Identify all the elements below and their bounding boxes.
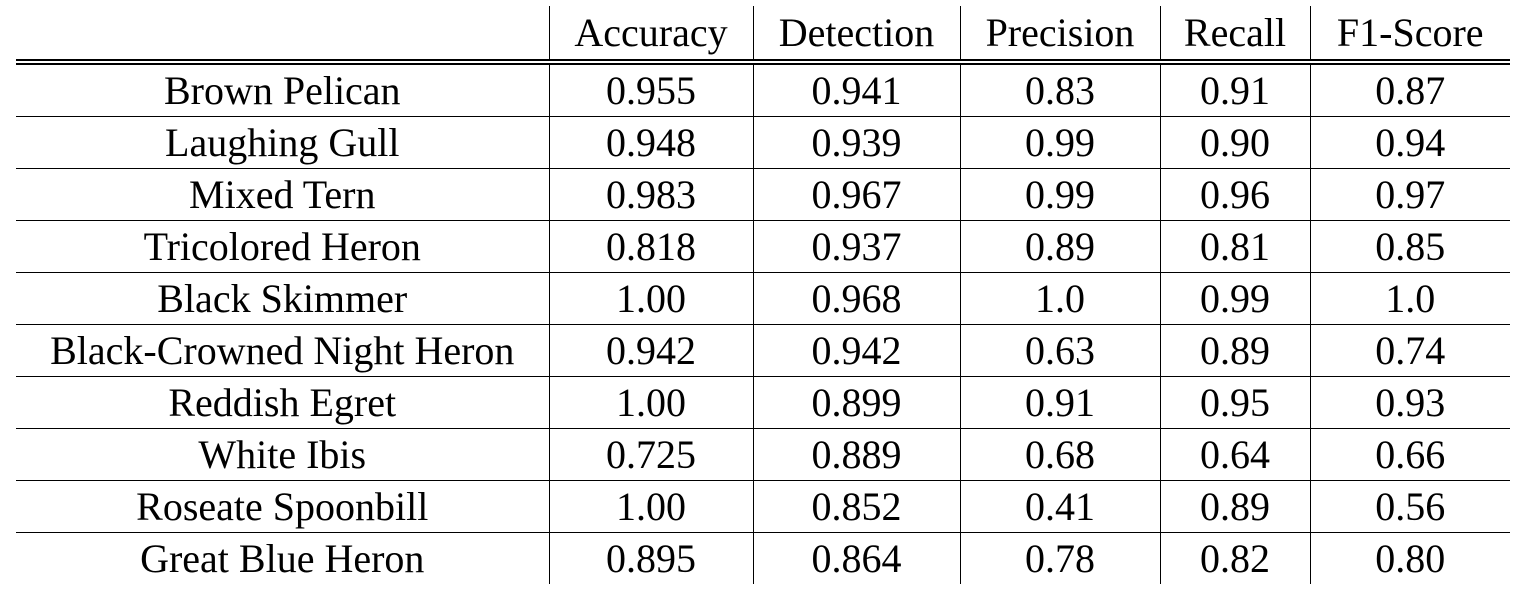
accuracy-cell: 0.983 [548, 168, 753, 221]
recall-cell: 0.99 [1159, 272, 1310, 325]
recall-cell: 0.81 [1159, 220, 1310, 273]
precision-cell: 0.99 [959, 116, 1160, 169]
f1-score-cell: 1.0 [1309, 272, 1510, 325]
detection-cell: 0.899 [752, 376, 960, 429]
table-row: Reddish Egret 1.00 0.899 0.91 0.95 0.93 [16, 376, 1510, 429]
header-cell-accuracy: Accuracy [548, 6, 753, 62]
f1-score-cell: 0.56 [1309, 480, 1510, 533]
accuracy-cell: 0.948 [548, 116, 753, 169]
detection-cell: 0.864 [752, 532, 960, 584]
species-name-cell: Reddish Egret [168, 380, 397, 425]
precision-cell: 0.83 [959, 62, 1160, 117]
f1-score-cell: 0.80 [1309, 532, 1510, 584]
recall-cell: 0.64 [1159, 428, 1310, 481]
accuracy-cell: 1.00 [548, 376, 753, 429]
table-row: Black-Crowned Night Heron 0.942 0.942 0.… [16, 324, 1510, 377]
accuracy-cell: 1.00 [548, 480, 753, 533]
table-row: Laughing Gull 0.948 0.939 0.99 0.90 0.94 [16, 116, 1510, 169]
detection-cell: 0.852 [752, 480, 960, 533]
table-row: Great Blue Heron 0.895 0.864 0.78 0.82 0… [16, 532, 1510, 584]
precision-cell: 0.91 [959, 376, 1160, 429]
table-row: Tricolored Heron 0.818 0.937 0.89 0.81 0… [16, 220, 1510, 273]
accuracy-cell: 0.942 [548, 324, 753, 377]
recall-cell: 0.90 [1159, 116, 1310, 169]
precision-cell: 0.63 [959, 324, 1160, 377]
species-name-cell: Laughing Gull [165, 120, 400, 165]
detection-cell: 0.889 [752, 428, 960, 481]
detection-cell: 0.968 [752, 272, 960, 325]
results-table: Accuracy Detection Precision Recall F1-S… [16, 6, 1510, 584]
species-name-cell: Mixed Tern [189, 172, 376, 217]
species-name-cell: Great Blue Heron [140, 536, 425, 581]
recall-cell: 0.91 [1159, 62, 1310, 117]
detection-cell: 0.967 [752, 168, 960, 221]
f1-score-cell: 0.97 [1309, 168, 1510, 221]
header-cell-detection: Detection [752, 6, 960, 62]
detection-cell: 0.942 [752, 324, 960, 377]
species-name-cell: White Ibis [198, 432, 367, 477]
recall-cell: 0.89 [1159, 324, 1310, 377]
f1-score-cell: 0.94 [1309, 116, 1510, 169]
accuracy-cell: 0.725 [548, 428, 753, 481]
detection-cell: 0.937 [752, 220, 960, 273]
detection-cell: 0.941 [752, 62, 960, 117]
recall-cell: 0.89 [1159, 480, 1310, 533]
precision-cell: 1.0 [959, 272, 1160, 325]
species-name-cell: Roseate Spoonbill [136, 484, 429, 529]
species-name-cell: Black-Crowned Night Heron [50, 328, 515, 373]
accuracy-cell: 0.955 [548, 62, 753, 117]
table-row: Brown Pelican 0.955 0.941 0.83 0.91 0.87 [16, 62, 1510, 117]
precision-cell: 0.78 [959, 532, 1160, 584]
species-name-cell: Black Skimmer [157, 276, 408, 321]
species-name-cell: Brown Pelican [163, 68, 401, 113]
recall-cell: 0.82 [1159, 532, 1310, 584]
header-row: Accuracy Detection Precision Recall F1-S… [16, 6, 1510, 62]
precision-cell: 0.99 [959, 168, 1160, 221]
header-cell-precision: Precision [959, 6, 1160, 62]
precision-cell: 0.89 [959, 220, 1160, 273]
table-row: Black Skimmer 1.00 0.968 1.0 0.99 1.0 [16, 272, 1510, 325]
accuracy-cell: 0.895 [548, 532, 753, 584]
header-cell-f1-score: F1-Score [1309, 6, 1510, 62]
accuracy-cell: 0.818 [548, 220, 753, 273]
f1-score-cell: 0.85 [1309, 220, 1510, 273]
table-row: Roseate Spoonbill 1.00 0.852 0.41 0.89 0… [16, 480, 1510, 533]
f1-score-cell: 0.93 [1309, 376, 1510, 429]
header-cell-recall: Recall [1159, 6, 1310, 62]
recall-cell: 0.96 [1159, 168, 1310, 221]
f1-score-cell: 0.87 [1309, 62, 1510, 117]
header-cell-species [16, 6, 549, 62]
recall-cell: 0.95 [1159, 376, 1310, 429]
precision-cell: 0.41 [959, 480, 1160, 533]
f1-score-cell: 0.66 [1309, 428, 1510, 481]
precision-cell: 0.68 [959, 428, 1160, 481]
accuracy-cell: 1.00 [548, 272, 753, 325]
species-name-cell: Tricolored Heron [143, 224, 421, 269]
f1-score-cell: 0.74 [1309, 324, 1510, 377]
detection-cell: 0.939 [752, 116, 960, 169]
table-row: Mixed Tern 0.983 0.967 0.99 0.96 0.97 [16, 168, 1510, 221]
table-row: White Ibis 0.725 0.889 0.68 0.64 0.66 [16, 428, 1510, 481]
